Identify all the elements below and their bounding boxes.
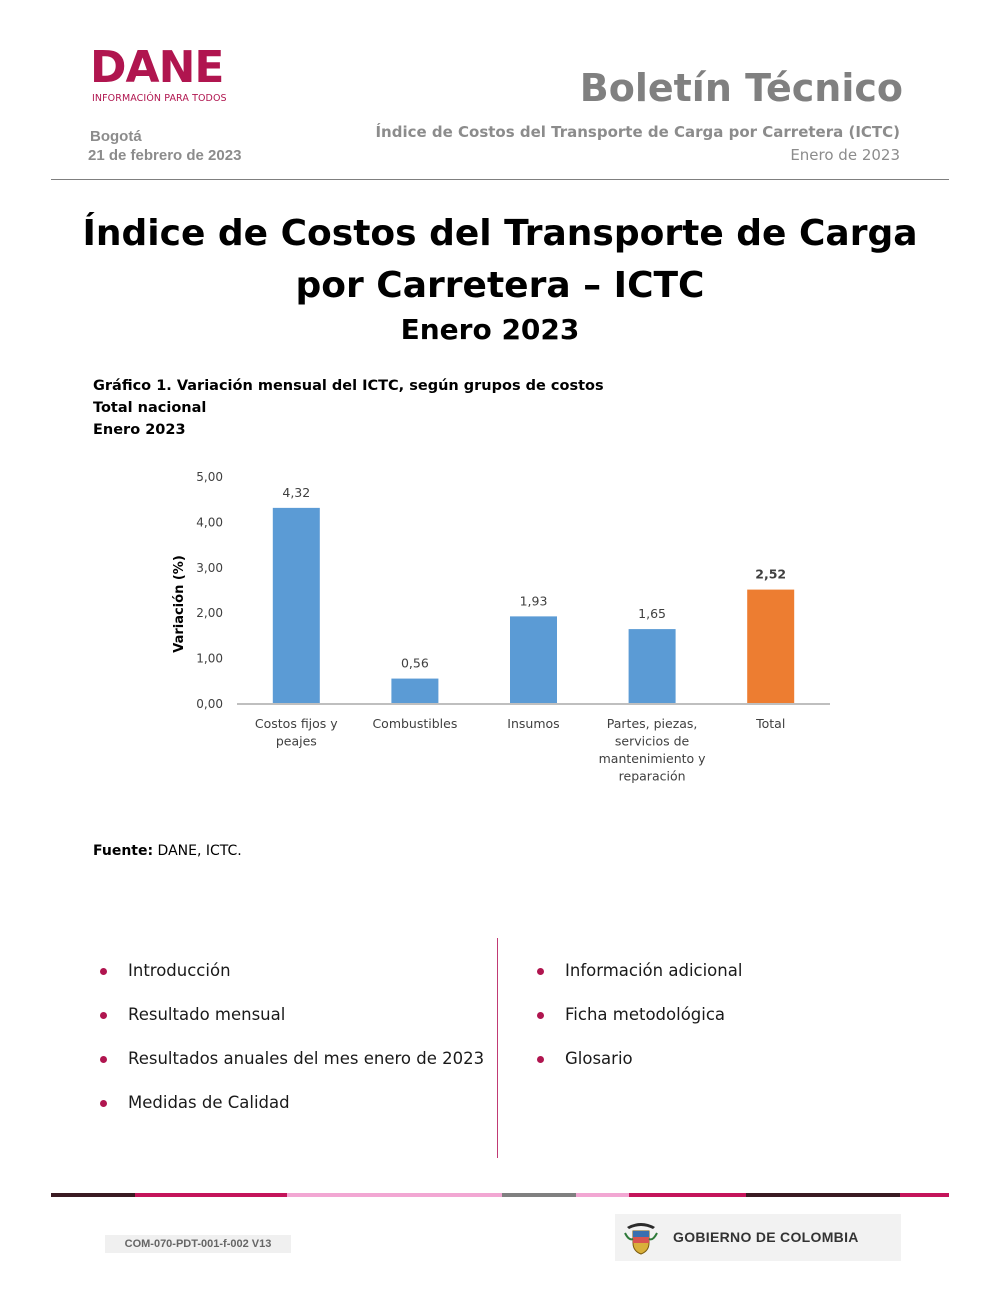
data-label: 1,65 bbox=[638, 606, 666, 621]
y-axis-label: Variación (%) bbox=[172, 555, 187, 653]
city: Bogotá bbox=[90, 128, 142, 145]
page-title-line2: por Carretera – ICTC bbox=[295, 265, 705, 306]
page-period: Enero 2023 bbox=[400, 313, 580, 346]
bar-chart: 0,00 1,00 2,00 3,00 4,00 5,00 Variación (%) 4,3… bbox=[172, 470, 830, 784]
bar bbox=[628, 629, 676, 704]
page-title: Índice de Costos del Transporte de Carga… bbox=[0, 208, 1000, 312]
category-label: Costos fijos y bbox=[255, 716, 338, 731]
toc-item-label: Resultado mensual bbox=[128, 1005, 286, 1024]
y-tick-label: 3,00 bbox=[196, 561, 223, 575]
footer-stripe bbox=[629, 1193, 746, 1197]
coat-of-arms-icon bbox=[624, 1223, 658, 1255]
y-tick-label: 1,00 bbox=[196, 652, 223, 666]
category-label: reparación bbox=[619, 769, 686, 784]
bar bbox=[391, 678, 439, 704]
footer-stripe bbox=[502, 1193, 576, 1197]
chart-caption-period: Enero 2023 bbox=[93, 422, 186, 438]
toc-item-label: Resultados anuales del mes enero de 2023 bbox=[128, 1049, 485, 1068]
toc-item-label: Información adicional bbox=[565, 961, 743, 980]
publication-date: 21 de febrero de 2023 bbox=[88, 147, 242, 164]
category-label: Insumos bbox=[507, 716, 559, 731]
header-divider bbox=[51, 179, 949, 180]
bulletin-title: Boletín Técnico bbox=[579, 66, 903, 110]
toc-item-label: Introducción bbox=[128, 961, 231, 980]
data-label: 4,32 bbox=[282, 485, 310, 500]
footer-stripe bbox=[287, 1193, 502, 1197]
category-label: servicios de bbox=[615, 734, 690, 749]
category-label: Combustibles bbox=[372, 716, 457, 731]
government-badge: GOBIERNO DE COLOMBIA bbox=[615, 1214, 901, 1261]
y-tick-label: 2,00 bbox=[196, 606, 223, 620]
page-title-line1: Índice de Costos del Transporte de Carga bbox=[82, 213, 918, 254]
bullet-icon bbox=[100, 968, 107, 975]
bullet-icon bbox=[537, 1012, 544, 1019]
data-label: 1,93 bbox=[520, 593, 548, 608]
government-label: GOBIERNO DE COLOMBIA bbox=[673, 1229, 859, 1245]
chart-caption-title: Gráfico 1. Variación mensual del ICTC, s… bbox=[93, 378, 604, 394]
bar bbox=[272, 507, 320, 704]
source-text: DANE, ICTC. bbox=[153, 843, 242, 859]
bulletin-period: Enero de 2023 bbox=[790, 146, 900, 164]
dane-logo: DANE bbox=[90, 42, 224, 93]
data-label: 2,52 bbox=[755, 567, 786, 582]
document-code: COM-070-PDT-001-f-002 V13 bbox=[105, 1235, 291, 1253]
toc-item-label: Ficha metodológica bbox=[565, 1005, 726, 1024]
bulletin-subtitle: Índice de Costos del Transporte de Carga… bbox=[375, 123, 900, 141]
category-label: Partes, piezas, bbox=[607, 716, 698, 731]
chart-caption-scope: Total nacional bbox=[93, 400, 207, 416]
data-label: 0,56 bbox=[401, 656, 429, 671]
bar bbox=[510, 616, 557, 704]
y-tick-label: 5,00 bbox=[196, 470, 223, 484]
chart-source: Fuente: DANE, ICTC. bbox=[93, 843, 242, 859]
category-label: peajes bbox=[276, 734, 317, 749]
footer-stripe bbox=[51, 1193, 135, 1197]
bullet-icon bbox=[100, 1100, 107, 1107]
bullet-icon bbox=[100, 1012, 107, 1019]
bar bbox=[747, 589, 795, 704]
toc-item-label: Medidas de Calidad bbox=[128, 1093, 290, 1112]
footer-stripe bbox=[135, 1193, 287, 1197]
y-tick-label: 4,00 bbox=[196, 515, 223, 529]
y-tick-label: 0,00 bbox=[196, 697, 223, 711]
dane-logo-tagline: INFORMACIÓN PARA TODOS bbox=[92, 93, 227, 104]
footer-stripe bbox=[576, 1193, 629, 1197]
source-label: Fuente: bbox=[93, 843, 154, 859]
bullet-icon bbox=[537, 968, 544, 975]
toc-divider bbox=[497, 938, 498, 1158]
toc-item-label: Glosario bbox=[565, 1049, 633, 1068]
bullet-icon bbox=[100, 1056, 107, 1063]
bullet-icon bbox=[537, 1056, 544, 1063]
category-label: mantenimiento y bbox=[599, 751, 707, 766]
category-label: Total bbox=[755, 716, 785, 731]
footer-stripe bbox=[746, 1193, 900, 1197]
footer-stripe bbox=[900, 1193, 949, 1197]
